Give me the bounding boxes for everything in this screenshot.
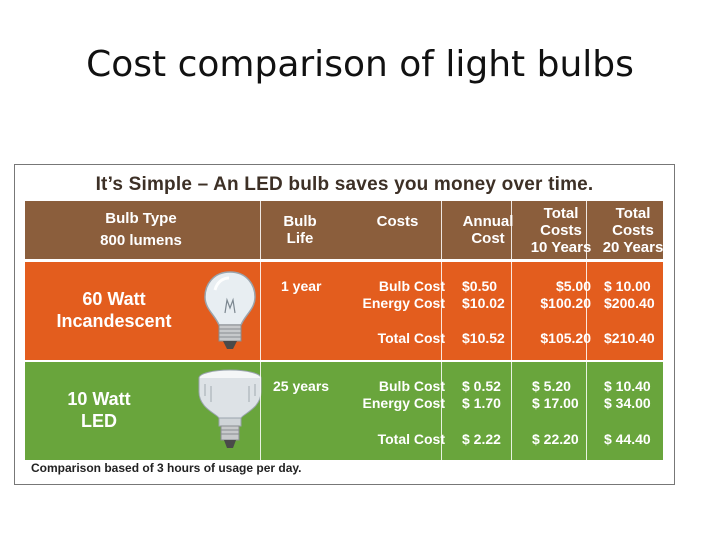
table-headline: It’s Simple – An LED bulb saves you mone…: [95, 174, 594, 195]
incandescent-name-line2: Incandescent: [56, 311, 172, 331]
incandescent-ten-year-total: $105.20: [540, 330, 591, 346]
header-total-10-line1: Total: [543, 205, 579, 222]
led-twenty-year-total: $ 44.40: [604, 431, 651, 447]
incandescent-bulb-icon: [204, 271, 256, 349]
incandescent-twenty-year: $ 10.00 $200.40: [604, 278, 655, 312]
incandescent-annual-bulb: $0.50: [462, 278, 498, 294]
led-bulb-icon: [198, 369, 262, 448]
led-ten-year-energy: $ 17.00: [532, 395, 579, 411]
header-annual-line2: Cost: [471, 230, 505, 247]
header-total-10-line3: 10 Years: [530, 239, 592, 256]
led-twenty-year-energy: $ 34.00: [604, 395, 651, 411]
led-name: 10 Watt LED: [39, 388, 159, 432]
led-energy-cost-label: Energy Cost: [362, 395, 445, 411]
led-name-line2: LED: [81, 411, 117, 431]
incandescent-annual-energy: $10.02: [462, 295, 505, 311]
incandescent-ten-year: $5.00 $100.20: [527, 278, 591, 312]
header-row: Bulb Type 800 lumens Bulb Life Costs Ann…: [25, 201, 663, 259]
led-twenty-year: $ 10.40 $ 34.00: [604, 378, 651, 412]
header-bulb-life: Bulb Life: [265, 213, 335, 247]
slide-title: Cost comparison of light bulbs: [86, 44, 634, 85]
incandescent-row: 60 Watt Incandescent 1 year Bulb Cost En…: [25, 262, 663, 360]
incandescent-twenty-year-bulb: $ 10.00: [604, 278, 651, 294]
incandescent-annual-total: $10.52: [462, 330, 505, 346]
column-divider: [586, 201, 587, 460]
header-total-10: Total Costs 10 Years: [525, 205, 597, 256]
led-annual-total: $ 2.22: [462, 431, 501, 447]
led-name-line1: 10 Watt: [67, 389, 131, 409]
header-total-20-line3: 20 Years: [602, 239, 664, 256]
header-bulb-life-line2: Life: [286, 230, 314, 247]
led-ten-year: $ 5.20 $ 17.00: [532, 378, 579, 412]
incandescent-total-label: Total Cost: [377, 330, 445, 346]
led-twenty-year-bulb: $ 10.40: [604, 378, 651, 394]
led-life: 25 years: [273, 378, 330, 394]
led-cost-labels: Bulb Cost Energy Cost: [343, 378, 445, 412]
header-total-20-line1: Total: [615, 205, 651, 222]
header-total-10-line2: Costs: [540, 222, 582, 239]
table-footnote: Comparison based of 3 hours of usage per…: [31, 461, 302, 475]
column-divider: [260, 201, 261, 460]
led-bulb-cost-label: Bulb Cost: [378, 378, 445, 394]
header-total-20-line2: Costs: [612, 222, 654, 239]
led-row: 10 Watt LED 25 years Bulb Cost Energy Co…: [25, 362, 663, 460]
incandescent-energy-cost-label: Energy Cost: [362, 295, 445, 311]
header-bulb-type-line1: Bulb Type: [105, 210, 177, 227]
led-annual: $ 0.52 $ 1.70: [462, 378, 501, 412]
incandescent-name-line1: 60 Watt: [82, 289, 146, 309]
led-ten-year-bulb: $ 5.20: [532, 378, 571, 394]
incandescent-cost-labels: Bulb Cost Energy Cost: [343, 278, 445, 312]
header-total-20: Total Costs 20 Years: [599, 205, 667, 256]
incandescent-twenty-year-energy: $200.40: [604, 295, 655, 311]
header-bulb-life-line1: Bulb: [283, 213, 317, 230]
incandescent-ten-year-energy: $100.20: [540, 295, 591, 311]
led-total-label: Total Cost: [377, 431, 445, 447]
header-bulb-type-line2: 800 lumens: [100, 232, 182, 249]
incandescent-bulb-cost-label: Bulb Cost: [378, 278, 445, 294]
column-divider: [441, 201, 442, 460]
led-annual-bulb: $ 0.52: [462, 378, 501, 394]
led-annual-energy: $ 1.70: [462, 395, 501, 411]
header-bulb-type: Bulb Type 800 lumens: [31, 208, 251, 252]
incandescent-annual: $0.50 $10.02: [462, 278, 505, 312]
incandescent-twenty-year-total: $210.40: [604, 330, 655, 346]
incandescent-life: 1 year: [281, 278, 322, 294]
led-ten-year-total: $ 22.20: [532, 431, 579, 447]
column-divider: [511, 201, 512, 460]
cost-comparison-table: It’s Simple – An LED bulb saves you mone…: [14, 164, 675, 485]
incandescent-name: 60 Watt Incandescent: [39, 288, 189, 332]
header-annual-cost: Annual Cost: [453, 213, 523, 247]
header-costs: Costs: [376, 213, 419, 230]
incandescent-ten-year-bulb: $5.00: [555, 278, 591, 294]
header-annual-line1: Annual: [462, 213, 514, 230]
